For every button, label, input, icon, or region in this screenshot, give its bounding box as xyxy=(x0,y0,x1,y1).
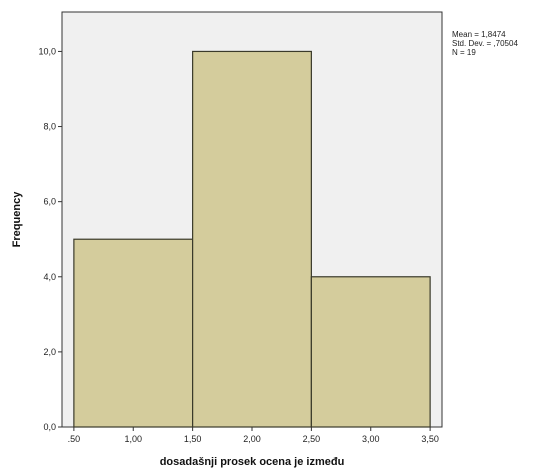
x-tick-label: 1,00 xyxy=(124,434,142,444)
stats-box: Mean = 1,8474 Std. Dev. = ,70504 N = 19 xyxy=(452,30,518,57)
x-tick-label: 3,50 xyxy=(421,434,439,444)
stats-n: N = 19 xyxy=(452,48,476,57)
y-tick-label: 8,0 xyxy=(43,122,56,132)
stats-mean: Mean = 1,8474 xyxy=(452,30,506,39)
x-axis-title: dosadašnji prosek ocena je između xyxy=(160,456,345,468)
y-tick-label: 6,0 xyxy=(43,197,56,207)
histogram-bar-2 xyxy=(192,50,312,428)
x-tick-label: 2,00 xyxy=(243,434,261,444)
y-tick-label: 10,0 xyxy=(38,46,56,56)
y-axis-title: Frequency xyxy=(11,191,23,248)
histogram-bar-1 xyxy=(73,238,194,428)
stats-std-dev: Std. Dev. = ,70504 xyxy=(452,39,518,48)
x-tick-label: .50 xyxy=(68,434,81,444)
y-tick-label: 0,0 xyxy=(43,422,56,432)
x-axis: .50 1,00 1,50 2,00 2,50 3,00 3,50 xyxy=(68,427,439,444)
x-tick-label: 1,50 xyxy=(184,434,202,444)
y-axis: 0,0 2,0 4,0 6,0 8,0 10,0 xyxy=(38,46,62,432)
bars-group xyxy=(73,50,431,428)
y-tick-label: 2,0 xyxy=(43,347,56,357)
y-tick-label: 4,0 xyxy=(43,272,56,282)
x-tick-label: 2,50 xyxy=(303,434,321,444)
x-tick-label: 3,00 xyxy=(362,434,380,444)
histogram-bar-3 xyxy=(310,276,431,428)
